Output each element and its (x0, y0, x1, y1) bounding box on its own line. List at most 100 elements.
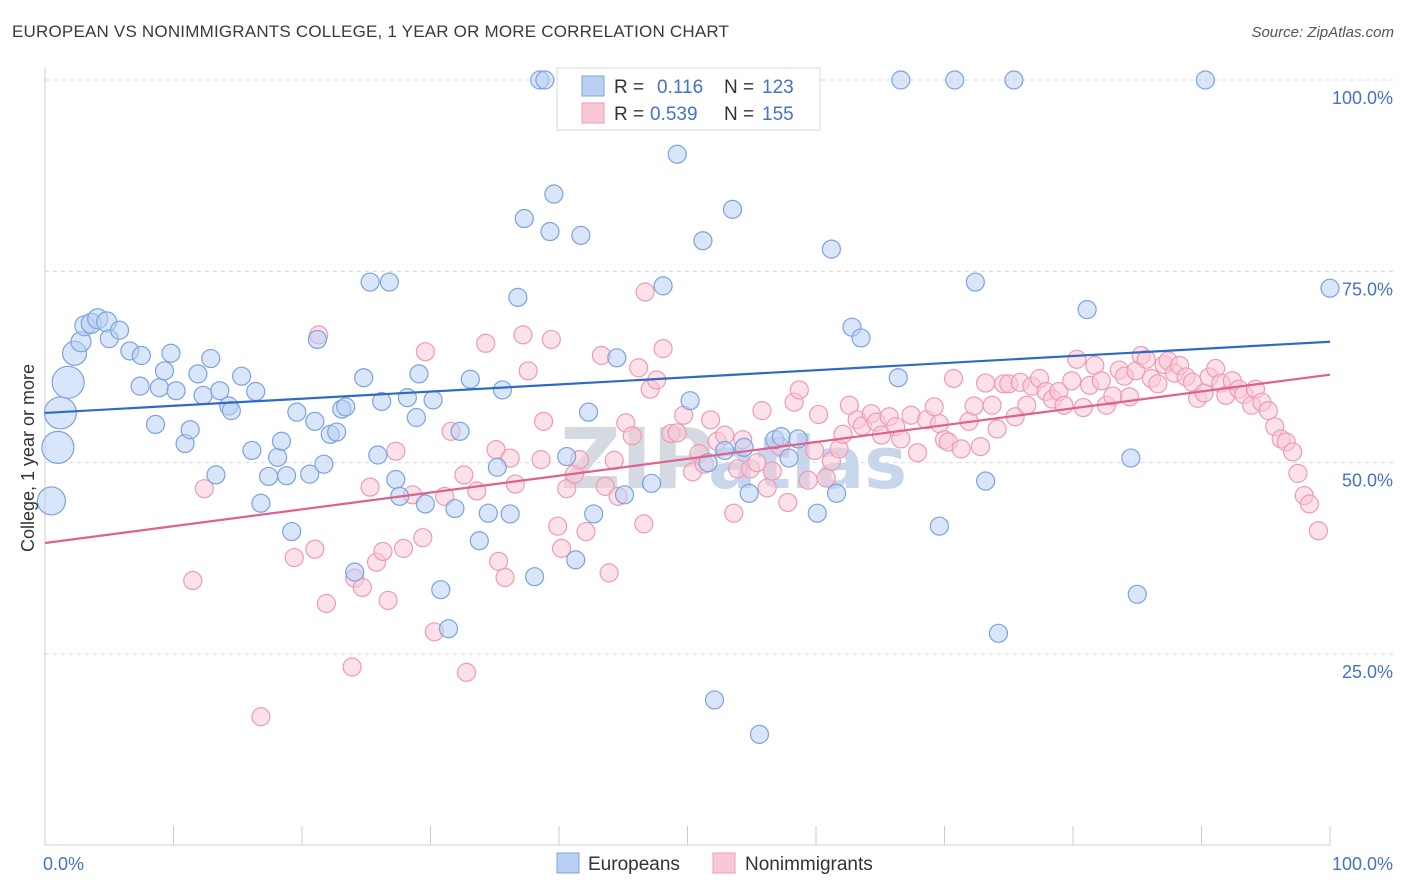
nonimmigrants-point (595, 476, 615, 496)
europeans-point (734, 437, 754, 457)
europeans-point (386, 469, 406, 490)
x-tick-labels: 0.0% 100.0% (43, 854, 1393, 874)
europeans-point (976, 471, 996, 491)
stats-legend: R = 0.116 N = 123 R = 0.539 N = 155 (556, 67, 821, 131)
europeans-trend-line (44, 340, 1331, 415)
europeans-point (221, 401, 241, 421)
legend-r-value-1: 0.116 (657, 77, 703, 98)
europeans-point (300, 464, 320, 484)
europeans-point (851, 328, 871, 348)
y-tick-label: 25.0% (1342, 662, 1393, 682)
nonimmigrants-point (1299, 494, 1320, 514)
nonimmigrants-point (548, 516, 568, 536)
europeans-point (372, 391, 392, 412)
europeans-point (566, 550, 586, 570)
nonimmigrants-point (454, 465, 474, 485)
nonimmigrants-point (982, 395, 1002, 415)
nonimmigrants-point (634, 514, 654, 534)
nonimmigrants-point (284, 547, 304, 568)
grid (45, 79, 1395, 655)
europeans-point (715, 440, 735, 461)
legend-n-value-2: 155 (762, 104, 794, 125)
europeans-point (888, 368, 908, 388)
europeans-point (1077, 300, 1097, 320)
europeans-point (267, 447, 288, 467)
europeans-point (641, 473, 662, 493)
nonimmigrants-point (1067, 349, 1087, 369)
europeans-point (271, 431, 292, 451)
europeans-point (431, 580, 451, 600)
europeans-point (210, 381, 230, 401)
nonimmigrants-point (929, 414, 949, 434)
nonimmigrants-point (413, 528, 433, 548)
europeans-point (251, 493, 271, 513)
europeans-point (739, 483, 759, 503)
nonimmigrants-point (1148, 374, 1168, 394)
europeans-point (965, 272, 985, 292)
y-tick-label: 100.0% (1332, 88, 1393, 108)
nonimmigrants-point (1283, 442, 1303, 462)
nonimmigrants-point (987, 419, 1007, 439)
europeans-swatch (581, 75, 605, 97)
nonimmigrants-point (1054, 395, 1074, 415)
nonimmigrants-point (541, 329, 561, 350)
europeans-point (336, 397, 356, 417)
y-tick-labels: 25.0% 50.0% 75.0% 100.0% (1332, 88, 1393, 682)
europeans-point (287, 402, 307, 422)
europeans-point (1004, 70, 1024, 90)
europeans-point (276, 466, 297, 486)
europeans-legend-label: Europeans (588, 854, 680, 875)
europeans-point (680, 391, 700, 411)
europeans-point (524, 567, 545, 587)
europeans-point (180, 420, 200, 440)
europeans-point (232, 366, 252, 386)
nonimmigrants-point (701, 410, 721, 430)
nonimmigrants-point (747, 453, 767, 473)
nonimmigrants-trend-line (44, 373, 1331, 545)
nonimmigrants-point (386, 441, 406, 461)
nonimmigrants-legend-label: Nonimmigrants (745, 854, 873, 875)
nonimmigrants-point (951, 439, 971, 459)
europeans-point (242, 440, 262, 461)
europeans-point (51, 365, 85, 399)
nonimmigrants-point (456, 662, 477, 682)
europeans-point (305, 411, 325, 431)
europeans-point (1121, 448, 1141, 468)
europeans-point (188, 364, 208, 384)
europeans-point (771, 427, 791, 447)
europeans-point (478, 503, 498, 523)
europeans-point (109, 320, 130, 340)
y-axis-label: College, 1 year or more (18, 364, 38, 552)
nonimmigrants-point (352, 577, 372, 598)
europeans-point (749, 724, 770, 744)
nonimmigrants-point (1091, 371, 1111, 391)
nonimmigrants-point (1136, 349, 1156, 369)
nonimmigrants-point (808, 404, 829, 425)
nonimmigrants-point (505, 474, 525, 494)
europeans-point (397, 388, 417, 408)
nonimmigrants-point (1288, 463, 1308, 483)
nonimmigrants-point (533, 411, 554, 431)
source-label: Source: ZipAtlas.com (1251, 24, 1394, 41)
europeans-point (409, 364, 429, 384)
nonimmigrants-point (1258, 401, 1278, 421)
europeans-point (415, 494, 435, 514)
europeans-point (406, 407, 426, 428)
europeans-point (929, 516, 949, 536)
europeans-point (508, 287, 528, 307)
europeans-point (327, 422, 347, 442)
europeans-point (492, 380, 513, 400)
europeans-point (571, 225, 591, 245)
europeans-point (891, 70, 911, 90)
nonimmigrants-legend-swatch (712, 852, 736, 874)
europeans-point (345, 562, 365, 582)
europeans-point (450, 421, 470, 441)
nonimmigrants-point (789, 380, 809, 400)
nonimmigrants-point (316, 593, 337, 614)
europeans-point (166, 381, 186, 401)
nonimmigrants-point (251, 707, 271, 727)
europeans-point (360, 272, 380, 292)
nonimmigrants-point (798, 470, 818, 490)
legend-n-label-1: N = (724, 77, 754, 98)
europeans-point (988, 623, 1009, 643)
